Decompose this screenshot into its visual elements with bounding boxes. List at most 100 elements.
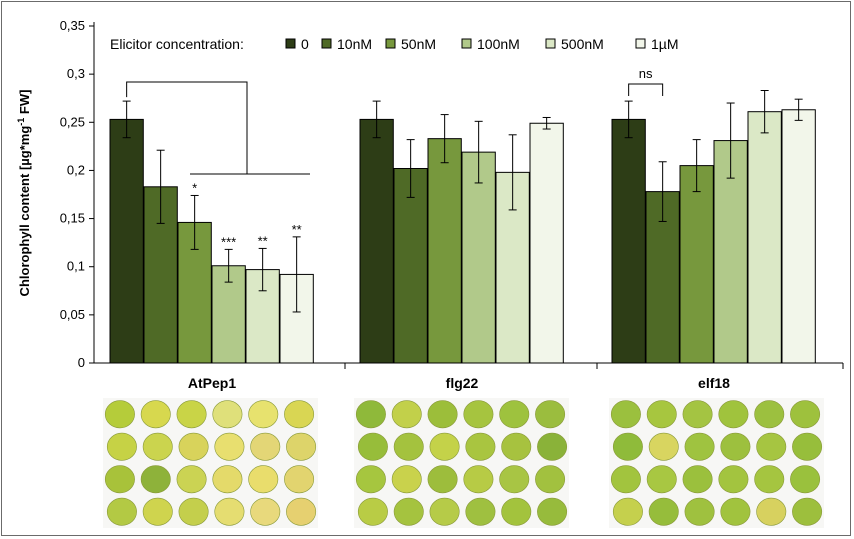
leaf-disc — [646, 465, 677, 494]
y-tick-label: 0,3 — [67, 66, 85, 81]
bar — [461, 151, 496, 364]
leaf-disc — [176, 465, 207, 494]
leaf-disc — [391, 465, 422, 494]
leaf-disc — [178, 432, 209, 461]
leaf-disc — [393, 432, 424, 461]
leaf-disc — [140, 400, 171, 429]
leaf-disc — [427, 400, 458, 429]
leaf-disc — [792, 497, 823, 526]
leaf-disc — [178, 497, 209, 526]
leaf-disc — [684, 432, 715, 461]
y-axis-label-base: Chlorophyll content [µg*mg — [17, 126, 32, 297]
bar — [359, 118, 394, 364]
leaf-disc — [250, 497, 281, 526]
leaf-disc — [284, 400, 315, 429]
leaf-photos — [103, 398, 824, 528]
leaf-disc — [684, 497, 715, 526]
y-tick-label: 0,15 — [60, 211, 85, 226]
leaf-disc — [682, 400, 713, 429]
leaf-photo-background — [103, 398, 318, 528]
leaf-disc — [535, 400, 566, 429]
leaf-disc — [790, 465, 821, 494]
annotations: **** ****ns — [126, 66, 664, 249]
leaf-disc — [682, 465, 713, 494]
y-ticks: 0 0,05 0,1 0,15 0,2 0,25 0,3 0,35 — [60, 18, 94, 370]
leaf-photo-background — [609, 398, 824, 528]
leaf-disc — [756, 432, 787, 461]
leaf-disc — [648, 497, 679, 526]
leaf-disc — [537, 432, 568, 461]
leaf-disc — [214, 497, 245, 526]
ns-label: ns — [639, 66, 653, 81]
leaf-disc — [429, 432, 460, 461]
legend-label: 500nM — [561, 36, 604, 52]
bar — [747, 111, 782, 364]
leaf-disc — [140, 465, 171, 494]
category-labels: AtPep1 flg22 elf18 — [188, 363, 844, 391]
leaf-disc — [465, 497, 496, 526]
bar — [393, 168, 428, 364]
leaf-disc — [357, 497, 388, 526]
leaf-disc — [286, 432, 317, 461]
y-tick-label: 0,05 — [60, 307, 85, 322]
leaf-disc — [612, 497, 643, 526]
leaf-disc — [429, 497, 460, 526]
y-tick-label: 0,2 — [67, 162, 85, 177]
leaf-disc — [501, 432, 532, 461]
leaf-disc — [720, 497, 751, 526]
leaf-disc — [214, 432, 245, 461]
legend-swatch — [321, 38, 332, 49]
leaf-disc — [718, 465, 749, 494]
leaf-disc — [535, 465, 566, 494]
bar — [529, 122, 564, 364]
leaf-disc — [499, 400, 530, 429]
leaf-disc — [648, 432, 679, 461]
leaf-disc — [499, 465, 530, 494]
ns-bracket — [628, 83, 664, 96]
leaf-disc — [248, 400, 279, 429]
leaf-disc — [212, 465, 243, 494]
leaf-disc — [756, 497, 787, 526]
leaf-disc — [106, 497, 137, 526]
category-label: elf18 — [698, 375, 730, 391]
legend-swatch — [461, 38, 472, 49]
leaf-disc — [393, 497, 424, 526]
leaf-disc — [463, 465, 494, 494]
category-label: flg22 — [446, 375, 479, 391]
legend-title: Elicitor concentration: — [110, 36, 244, 52]
legend-label: 100nM — [477, 36, 520, 52]
leaf-disc — [427, 465, 458, 494]
legend-label: 50nM — [401, 36, 436, 52]
legend-label: 10nM — [337, 36, 372, 52]
legend-swatch — [285, 38, 296, 49]
legend-swatch — [545, 38, 556, 49]
bar — [781, 109, 816, 364]
significance-marker: * — [192, 180, 197, 195]
bar — [427, 138, 462, 364]
leaf-disc — [104, 400, 135, 429]
y-tick-label: 0,25 — [60, 114, 85, 129]
bar — [109, 118, 144, 364]
error-bars — [122, 90, 803, 313]
leaf-disc — [754, 465, 785, 494]
leaf-disc — [176, 400, 207, 429]
legend-label: 0 — [301, 36, 309, 52]
y-tick-label: 0,1 — [67, 259, 85, 274]
leaf-disc — [537, 497, 568, 526]
y-tick-label: 0 — [78, 355, 85, 370]
leaf-disc — [286, 497, 317, 526]
leaf-disc — [646, 400, 677, 429]
leaf-disc — [142, 432, 173, 461]
leaf-disc — [501, 497, 532, 526]
legend: Elicitor concentration: 0 10nM 50nM 100nM 50… — [110, 36, 679, 52]
legend-swatch — [385, 38, 396, 49]
leaf-disc — [357, 432, 388, 461]
leaf-disc — [754, 400, 785, 429]
leaf-disc — [250, 432, 281, 461]
y-axis-label: Chlorophyll content [µg*mg-1 FW] — [16, 90, 32, 297]
legend-label: 1µM — [651, 36, 679, 52]
leaf-disc — [612, 432, 643, 461]
significance-marker: ** — [292, 222, 302, 237]
